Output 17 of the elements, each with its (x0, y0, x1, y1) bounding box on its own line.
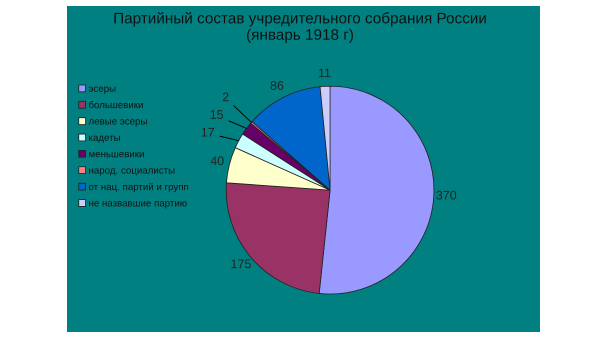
legend-label: кадеты (89, 136, 120, 143)
legend-label: народ. социалисты (89, 168, 174, 176)
legend-label: меньшевики (89, 152, 144, 158)
chart-title: Партийный состав учредительного собрания России (январь 1918 г) (114, 12, 486, 43)
data-label: 15 (210, 110, 224, 119)
data-label: 11 (318, 68, 330, 78)
legend-label: большевики (89, 101, 143, 108)
data-label: 370 (436, 190, 456, 200)
legend-label: левые эсеры (88, 119, 147, 127)
data-label: 17 (202, 128, 214, 137)
legend-label: эсеры (88, 86, 116, 94)
legend-label: от нац. партий и групп (88, 182, 188, 192)
legend-label: не назвавшие партию (89, 201, 187, 208)
data-label: 2 (222, 92, 229, 102)
data-label: 86 (270, 81, 284, 90)
data-label: 40 (210, 156, 224, 166)
data-label: 175 (231, 260, 251, 268)
